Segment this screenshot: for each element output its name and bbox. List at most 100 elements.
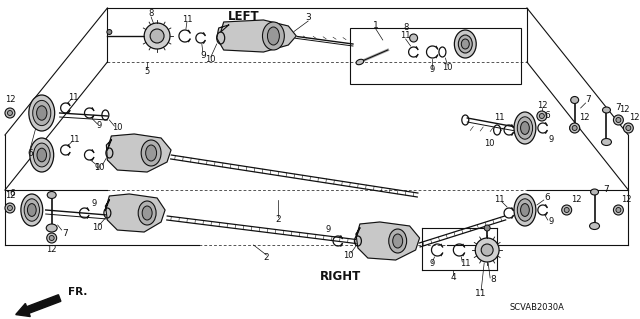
Text: RIGHT: RIGHT	[319, 270, 361, 283]
Ellipse shape	[138, 201, 156, 225]
Text: 12: 12	[579, 114, 590, 122]
Text: 7: 7	[616, 103, 621, 113]
Ellipse shape	[142, 206, 152, 220]
Ellipse shape	[570, 124, 580, 132]
Text: 12: 12	[572, 196, 582, 204]
Text: 9: 9	[548, 218, 554, 226]
Ellipse shape	[602, 107, 611, 113]
Circle shape	[49, 235, 54, 241]
Circle shape	[107, 29, 112, 34]
Polygon shape	[217, 20, 296, 52]
Circle shape	[484, 225, 490, 231]
Circle shape	[623, 123, 634, 133]
Text: 12: 12	[4, 95, 15, 105]
Circle shape	[572, 125, 577, 130]
Text: 6: 6	[544, 112, 550, 121]
Circle shape	[613, 115, 623, 125]
Circle shape	[570, 123, 580, 133]
Circle shape	[613, 205, 623, 215]
Text: 11: 11	[460, 259, 470, 269]
Ellipse shape	[571, 97, 579, 103]
Polygon shape	[106, 194, 165, 232]
Ellipse shape	[514, 194, 536, 226]
Text: 11: 11	[494, 114, 504, 122]
Ellipse shape	[356, 59, 364, 65]
Circle shape	[564, 207, 569, 212]
Circle shape	[626, 125, 631, 130]
Text: 9: 9	[200, 50, 205, 60]
Ellipse shape	[29, 95, 54, 131]
Text: 11: 11	[476, 288, 487, 298]
Ellipse shape	[393, 234, 403, 248]
Text: 1: 1	[373, 21, 379, 31]
Circle shape	[5, 108, 15, 118]
Circle shape	[537, 111, 547, 121]
Circle shape	[540, 114, 545, 118]
Text: 8: 8	[490, 276, 496, 285]
Ellipse shape	[141, 140, 161, 166]
Text: 4: 4	[451, 273, 456, 283]
Text: 10: 10	[92, 224, 102, 233]
Ellipse shape	[37, 148, 47, 162]
Text: 9: 9	[430, 259, 435, 269]
Text: 6: 6	[544, 192, 550, 202]
Circle shape	[562, 205, 572, 215]
Text: 6: 6	[9, 189, 15, 197]
Ellipse shape	[454, 30, 476, 58]
Ellipse shape	[146, 145, 157, 161]
Text: 9: 9	[92, 198, 97, 207]
Text: FR.: FR.	[68, 287, 87, 297]
Ellipse shape	[481, 244, 493, 256]
Ellipse shape	[21, 194, 43, 226]
Text: 9: 9	[97, 122, 102, 130]
Text: 9: 9	[548, 136, 554, 145]
Circle shape	[8, 205, 12, 211]
Polygon shape	[356, 222, 420, 260]
Ellipse shape	[268, 27, 280, 45]
Text: 12: 12	[619, 106, 630, 115]
Ellipse shape	[47, 191, 56, 198]
Ellipse shape	[458, 35, 472, 53]
Text: 10: 10	[112, 123, 123, 132]
Text: 11: 11	[182, 14, 192, 24]
Ellipse shape	[591, 189, 598, 195]
Ellipse shape	[520, 122, 529, 134]
Text: 8: 8	[148, 10, 154, 19]
Text: 11: 11	[68, 93, 79, 101]
Ellipse shape	[262, 22, 284, 50]
Text: 12: 12	[4, 191, 15, 201]
Text: 12: 12	[47, 246, 57, 255]
Text: 7: 7	[61, 228, 67, 238]
Text: 11: 11	[69, 136, 80, 145]
Ellipse shape	[30, 138, 54, 172]
Text: 2: 2	[276, 216, 281, 225]
Ellipse shape	[602, 138, 611, 145]
Text: 9: 9	[95, 162, 100, 172]
Circle shape	[410, 34, 417, 42]
Circle shape	[616, 117, 621, 122]
Polygon shape	[106, 134, 171, 172]
Text: 10: 10	[94, 164, 105, 173]
Circle shape	[8, 110, 12, 115]
FancyArrow shape	[16, 295, 61, 316]
Ellipse shape	[24, 199, 40, 221]
Ellipse shape	[144, 23, 170, 49]
Ellipse shape	[589, 222, 600, 229]
Ellipse shape	[33, 143, 50, 167]
Ellipse shape	[514, 112, 536, 144]
Text: 5: 5	[145, 68, 150, 77]
Text: 10: 10	[484, 139, 495, 149]
Ellipse shape	[461, 39, 469, 49]
Circle shape	[47, 233, 57, 243]
Text: 10: 10	[343, 251, 353, 261]
Ellipse shape	[36, 106, 47, 120]
Text: 3: 3	[305, 13, 311, 23]
Ellipse shape	[517, 199, 532, 221]
Ellipse shape	[33, 100, 51, 126]
Text: 7: 7	[586, 95, 591, 105]
Text: 2: 2	[264, 254, 269, 263]
Bar	[350, 28, 521, 84]
Ellipse shape	[476, 238, 499, 262]
Text: SCVAB2030A: SCVAB2030A	[509, 303, 564, 313]
Ellipse shape	[517, 117, 532, 139]
